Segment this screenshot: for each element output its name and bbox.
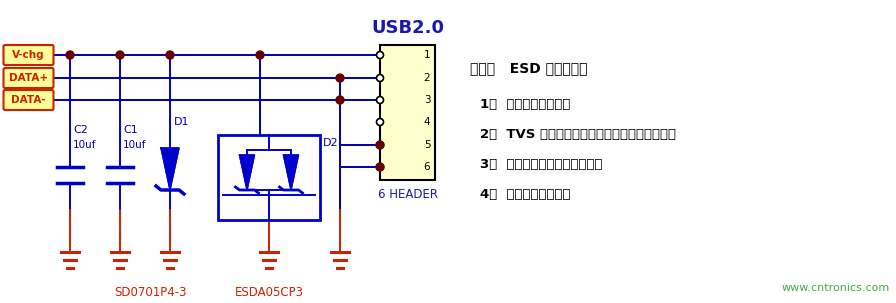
Text: D1: D1: [174, 117, 189, 127]
Circle shape: [256, 51, 264, 59]
Text: 6 HEADER: 6 HEADER: [377, 188, 437, 201]
Text: 1: 1: [424, 50, 430, 60]
Text: 备注：   ESD 选型原则：: 备注： ESD 选型原则：: [470, 61, 588, 75]
FancyBboxPatch shape: [4, 45, 54, 65]
Polygon shape: [239, 155, 254, 190]
Text: 5: 5: [424, 140, 430, 150]
Text: 4: 4: [424, 117, 430, 127]
Circle shape: [376, 141, 384, 149]
Text: 2、  TVS 的击穿电压大于电路的最大工作电压；: 2、 TVS 的击穿电压大于电路的最大工作电压；: [480, 128, 676, 142]
Text: C1: C1: [123, 125, 138, 135]
Circle shape: [376, 142, 383, 148]
Circle shape: [376, 163, 384, 171]
Bar: [380, 45, 435, 180]
Circle shape: [376, 52, 383, 58]
Circle shape: [376, 75, 383, 82]
Polygon shape: [161, 148, 179, 190]
Polygon shape: [283, 155, 298, 190]
Text: 3: 3: [424, 95, 430, 105]
Text: ESDA05CP3: ESDA05CP3: [235, 285, 304, 298]
Text: 10uf: 10uf: [73, 140, 97, 150]
Circle shape: [336, 74, 344, 82]
Text: C2: C2: [73, 125, 88, 135]
Circle shape: [376, 164, 383, 171]
Text: www.cntronics.com: www.cntronics.com: [781, 283, 890, 293]
Text: DATA+: DATA+: [9, 73, 48, 83]
Text: D2: D2: [323, 138, 339, 148]
Circle shape: [116, 51, 124, 59]
Circle shape: [66, 51, 74, 59]
FancyBboxPatch shape: [4, 68, 54, 88]
Text: 3、  选择符合测试要求的功率；: 3、 选择符合测试要求的功率；: [480, 158, 602, 171]
Circle shape: [166, 51, 174, 59]
Bar: [218, 135, 320, 220]
Text: DATA-: DATA-: [11, 95, 46, 105]
Text: 1、  选择合适的封装；: 1、 选择合适的封装；: [480, 98, 571, 112]
FancyBboxPatch shape: [4, 90, 54, 110]
Text: SD0701P4-3: SD0701P4-3: [114, 285, 186, 298]
Text: USB2.0: USB2.0: [371, 19, 444, 37]
Text: 10uf: 10uf: [123, 140, 147, 150]
Text: V-chg: V-chg: [13, 50, 45, 60]
Circle shape: [376, 96, 383, 104]
Circle shape: [336, 96, 344, 104]
Text: 6: 6: [424, 162, 430, 172]
Circle shape: [376, 118, 383, 125]
Text: 2: 2: [424, 73, 430, 83]
Text: 4、  选择算位较小的。: 4、 选择算位较小的。: [480, 188, 571, 201]
